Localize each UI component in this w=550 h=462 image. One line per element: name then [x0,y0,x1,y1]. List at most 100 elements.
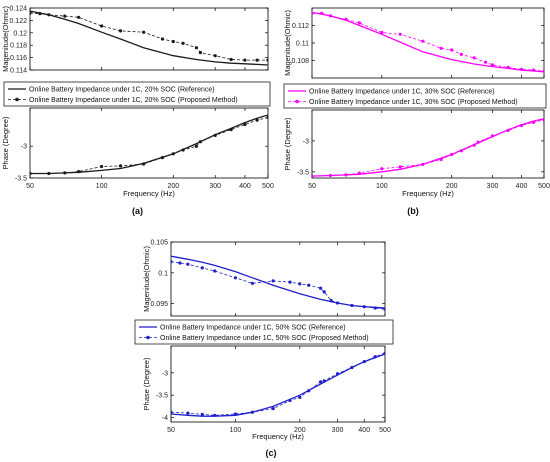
proposed-series-point [100,164,104,169]
proposed-series-point [243,122,247,127]
proposed-series-point [47,171,51,176]
proposed-series-point [171,39,175,44]
x-axis-label: Frequency (Hz) [402,189,454,198]
proposed-series-point [213,413,217,417]
legend-proposed-marker [15,97,19,102]
proposed-series-point [77,15,81,19]
panel-letter: (c) [266,448,277,458]
proposed-series-point [77,170,81,174]
proposed-series-point [421,39,425,43]
x-tick-label: 400 [358,427,370,434]
phase-axes: 50 100 200 300 400 500 -3.5 -3 Phase (Degree) Fre… [1,107,274,198]
magnitude-y-tick-label: 0.118 [10,43,27,50]
proposed-series-line [312,12,544,72]
proposed-series-point [171,410,173,414]
proposed-series-point [472,143,476,147]
magnitude-y-axis-label: Magenitude(Ohmic) [142,246,151,312]
proposed-series-point [298,395,302,399]
x-tick-label: 300 [332,427,344,434]
phase-y-tick-label: -3 [303,138,309,145]
proposed-series-point [100,24,104,28]
phase-axes: 50 100 200 300 400 500 -4 -3.5 -3 Phase (Degree) F… [142,345,391,441]
proposed-series-point [213,54,217,58]
proposed-series-point [181,148,185,152]
proposed-series-point [181,41,185,45]
proposed-series-point [298,282,302,286]
proposed-series-point [194,144,198,148]
magnitude-y-tick-label: 0.122 [9,18,27,25]
legend-reference-label: Online Battery Impedance under 1C, 20% S… [29,87,215,94]
proposed-series-point [373,306,377,310]
proposed-series-point [271,279,275,283]
legend: Online Battery Impedance under 1C, 50% S… [134,319,394,345]
proposed-series-point [186,262,190,266]
x-tick-label: 50 [26,183,34,190]
proposed-series-point [531,68,535,72]
proposed-series-point [213,269,217,273]
proposed-series-point [142,162,146,166]
proposed-series-point [490,63,495,67]
proposed-series-point [160,156,164,160]
proposed-series-point [373,355,377,359]
proposed-series-point [362,360,366,364]
proposed-series-point [142,30,146,34]
magnitude-y-tick-label: 0.124 [9,6,27,13]
x-tick-label: 400 [239,183,251,190]
phase-y-tick-label: -3.5 [156,393,168,400]
phase-y-tick-label: -3.5 [15,176,27,183]
proposed-series-point [350,303,354,308]
proposed-series-point [459,149,463,153]
legend-box [3,81,271,107]
x-tick-label: 50 [167,427,175,434]
proposed-series-point [380,30,384,35]
proposed-series-point [213,133,217,137]
proposed-series-point [329,299,333,303]
proposed-series-point [118,29,123,33]
proposed-series-point [362,305,366,309]
proposed-series-point [380,167,384,171]
proposed-series-point [542,118,544,122]
proposed-series-point [160,37,164,41]
magnitude-y-tick-label: 0.114 [10,68,27,75]
proposed-series-point [312,11,314,15]
x-tick-label: 500 [379,427,391,434]
proposed-series-point [357,21,361,25]
proposed-series-point [233,276,237,280]
phase-plot-frame [29,107,269,179]
proposed-series-point [255,118,259,122]
proposed-series-point [506,65,510,70]
proposed-series-point [255,58,259,62]
proposed-series-point [421,162,425,166]
magnitude-y-tick-label: 0.12 [13,30,27,37]
x-tick-label: 100 [96,183,108,190]
legend: Online Battery Impedance under 1C, 20% S… [3,81,271,107]
proposed-series-point [484,60,488,64]
proposed-series-point [383,307,385,311]
proposed-series-line [30,12,268,61]
phase-y-tick-label: -3 [21,144,27,151]
proposed-series-point [490,134,495,138]
proposed-series-point [171,260,173,264]
proposed-series-point [243,58,247,62]
magnitude-y-tick-label: 0.105 [150,240,168,247]
proposed-series-point [459,52,463,57]
x-tick-label: 50 [308,183,316,190]
proposed-series-point [288,398,292,403]
proposed-series-point [439,157,443,162]
legend-reference-label: Online Battery Impedance under 1C, 30% S… [309,89,495,96]
proposed-series-point [450,152,454,157]
proposed-series-point [519,123,524,128]
proposed-series-point [178,261,182,265]
x-tick-label: 300 [487,183,499,190]
proposed-series-point [200,412,204,416]
proposed-series-point [194,46,198,50]
x-tick-label: 400 [516,183,528,190]
legend-proposed-marker [146,335,150,340]
proposed-series-point [328,14,332,18]
proposed-series-point [335,301,340,305]
reference-series-line [171,353,385,417]
phase-y-tick-label: -3.5 [297,169,309,176]
proposed-series-point [398,165,402,169]
